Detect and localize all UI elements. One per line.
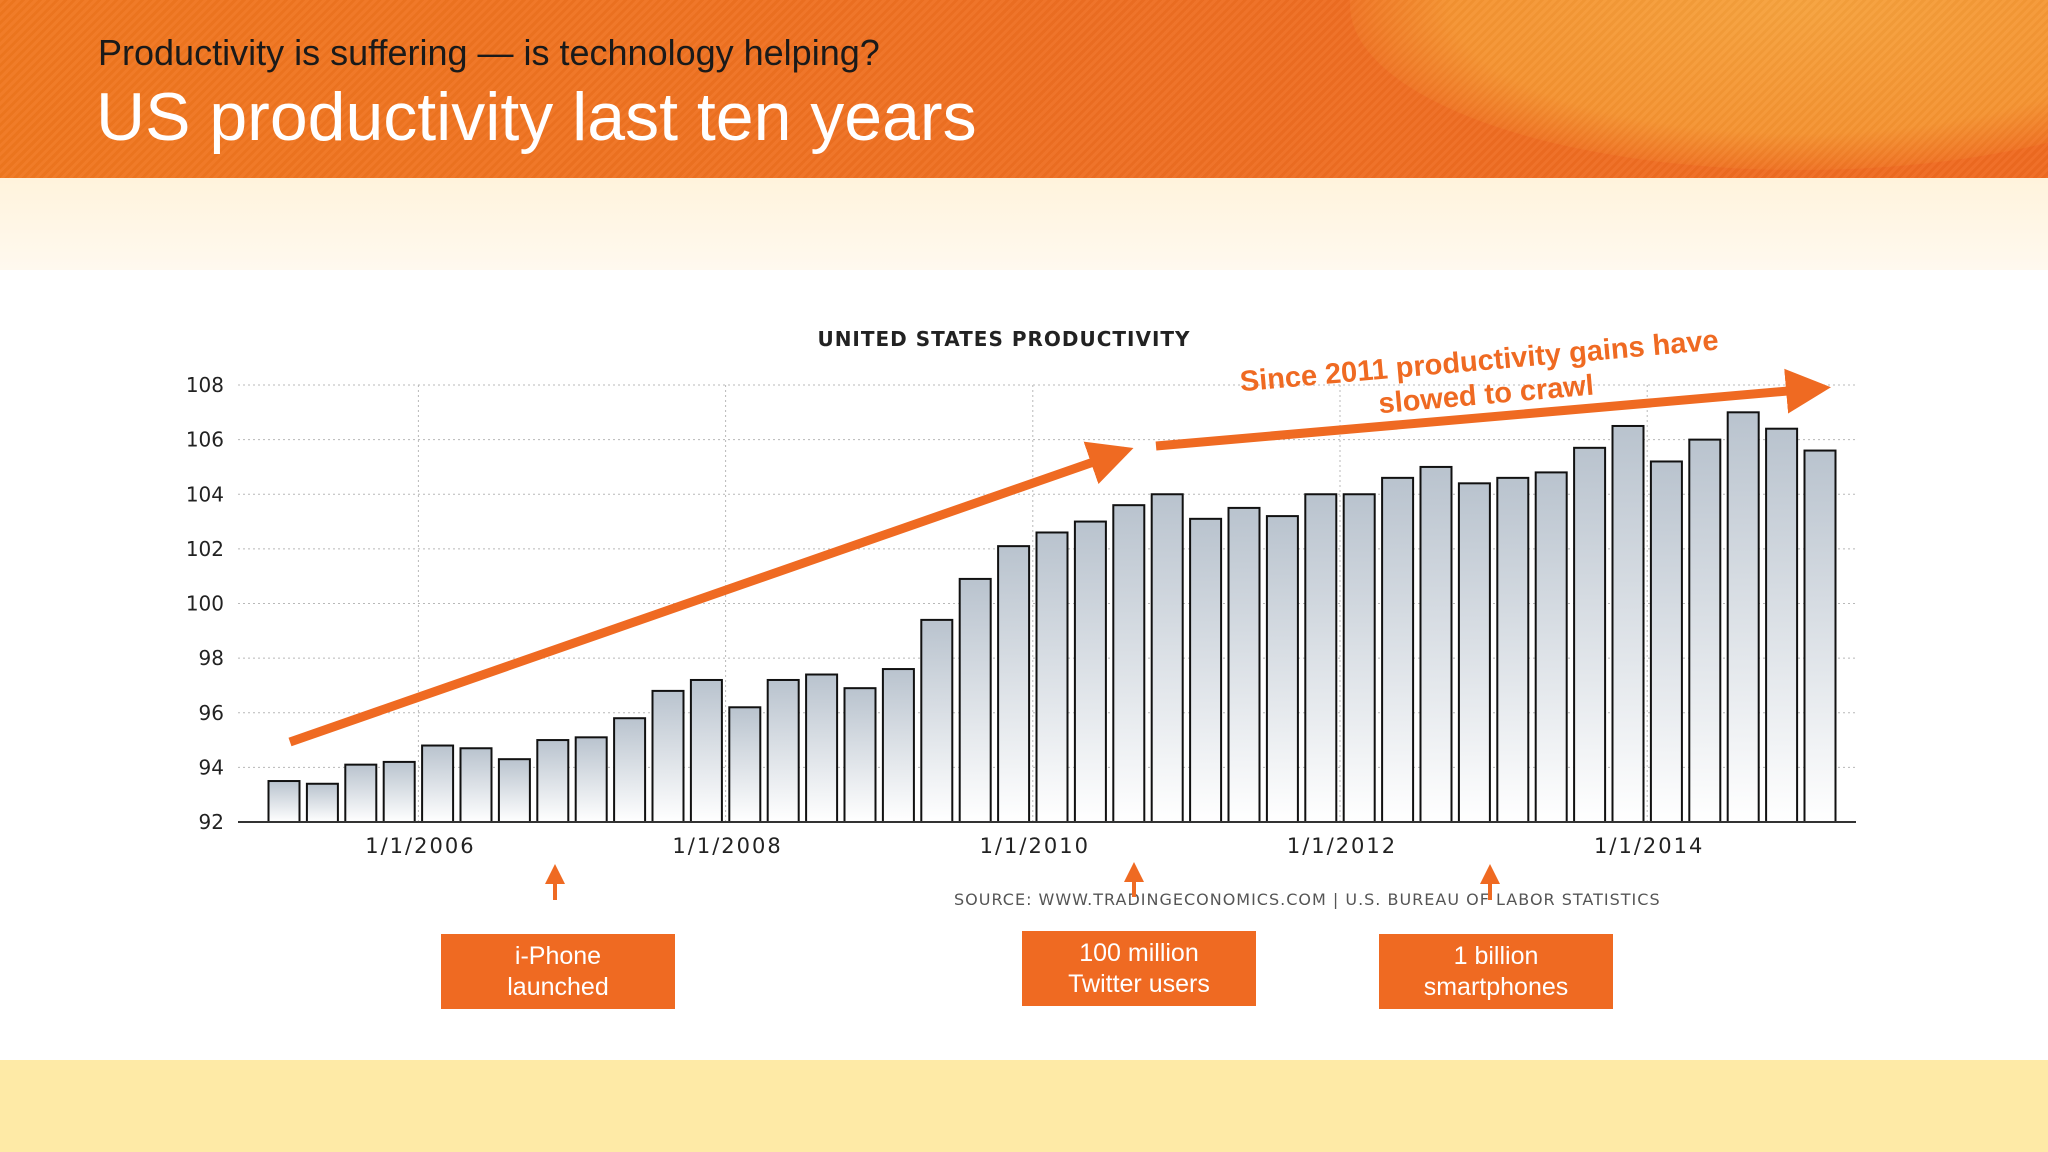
bar [1150,493,1184,823]
bar [459,747,493,823]
bar [843,687,877,824]
y-tick-label: 94 [199,755,224,779]
title-banner: Productivity is suffering — is technolog… [0,0,2048,178]
bar [1573,446,1607,823]
bar [1381,476,1415,823]
bar [1342,493,1376,823]
bar [267,780,301,823]
callout-smartphones-line1: 1 billion [1453,941,1539,970]
callout-smartphones: 1 billion smartphones [1379,934,1613,1009]
bar [1227,506,1261,823]
bottom-band [0,1060,2048,1152]
y-tick-label: 98 [199,646,224,670]
growth-trend-arrow [288,441,1134,747]
bar [805,673,839,824]
x-tick-label: 1/1/2014 [1594,834,1704,858]
bar [1265,515,1299,823]
bar [1649,460,1683,823]
bar [728,706,762,823]
callout-twitter: 100 million Twitter users [1022,931,1256,1006]
bar [1611,424,1645,823]
bar [1419,465,1453,823]
bar [958,577,992,824]
bar [689,678,723,823]
bar [1304,493,1338,823]
bar [1073,520,1107,823]
callout-twitter-line1: 100 million [1079,938,1199,967]
bar [382,760,416,823]
bar [1457,482,1491,823]
bar [651,689,685,824]
callout-smartphones-line2: smartphones [1423,972,1569,1001]
bar [881,668,915,823]
bar [1189,517,1223,823]
bar [1765,427,1799,823]
x-tick-label: 1/1/2008 [672,834,782,858]
x-tick-label: 1/1/2012 [1287,834,1397,858]
bar [1112,504,1146,823]
bar [344,763,378,823]
chart-title: UNITED STATES PRODUCTIVITY [817,327,1190,351]
y-tick-label: 102 [186,537,224,561]
y-tick-label: 100 [186,592,224,616]
callout-iphone-line2: launched [507,972,609,1001]
y-tick-label: 92 [199,810,224,834]
y-tick-label: 106 [186,428,224,452]
bar [766,678,800,823]
bar [613,717,647,824]
callout-twitter-line2: Twitter users [1068,969,1210,998]
bar [1534,471,1568,823]
y-tick-label: 104 [186,482,224,506]
top-light-band [0,178,2048,270]
banner-texture [0,0,2048,178]
bar [1803,449,1837,823]
bar [1035,531,1069,823]
slide-subtitle: Productivity is suffering — is technolog… [98,32,880,73]
x-tick-label: 1/1/2006 [365,834,475,858]
callout-iphone-line1: i-Phone [514,941,602,970]
bar [997,545,1031,823]
bar [497,758,531,824]
bar [920,618,954,824]
x-tick-label: 1/1/2010 [980,834,1090,858]
slowdown-trend-arrow [1155,368,1831,451]
y-tick-label: 108 [186,373,224,397]
bar [305,782,339,824]
chart-source: SOURCE: WWW.TRADINGECONOMICS.COM | U.S. … [954,890,1661,909]
bar [574,736,608,823]
slide-title: US productivity last ten years [96,79,977,155]
bar [1726,411,1760,823]
bar [1496,476,1530,823]
y-tick-label: 96 [199,701,224,725]
bar [421,744,455,824]
productivity-bar-chart: UNITED STATES PRODUCTIVITY 108 106 104 102 1… [186,325,1856,909]
callout-iphone: i-Phone launched [441,934,675,1009]
bar [536,739,570,823]
bar [1688,438,1722,823]
